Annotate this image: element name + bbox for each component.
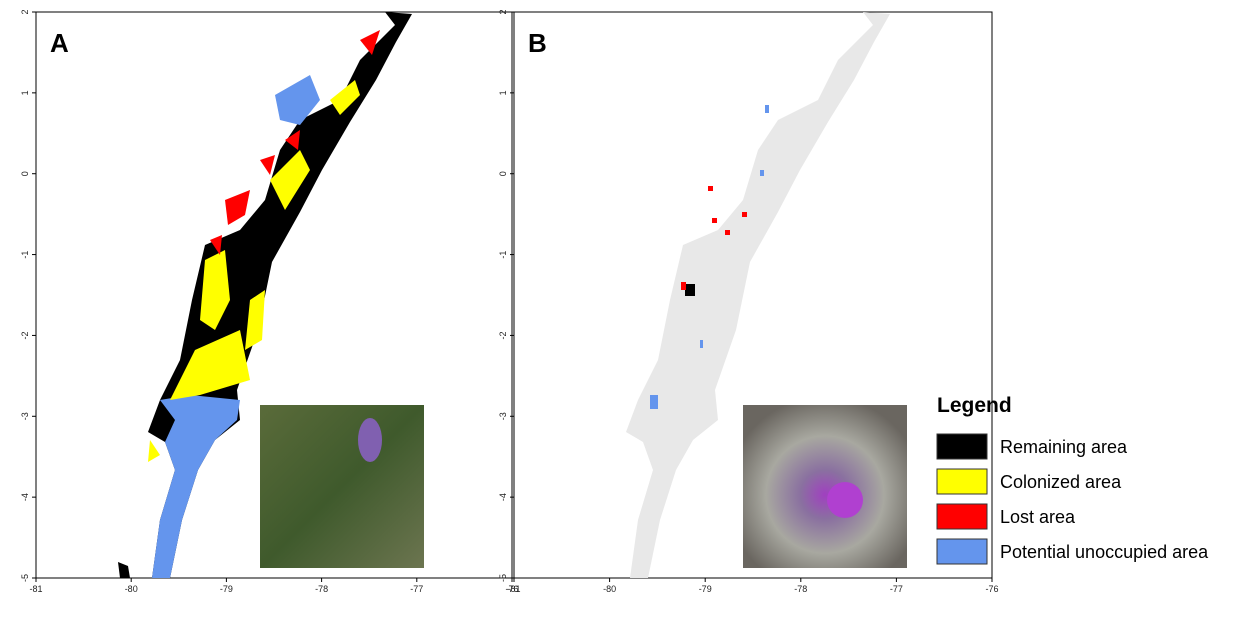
y-tick-label: -3 bbox=[20, 412, 30, 420]
y-tick-label: -5 bbox=[498, 574, 508, 582]
lost-area bbox=[725, 230, 730, 235]
inset-photo bbox=[260, 405, 424, 568]
y-tick-label: 0 bbox=[498, 171, 508, 176]
x-tick-label: -78 bbox=[315, 584, 328, 594]
y-tick-label: -5 bbox=[20, 574, 30, 582]
y-tick-label: -4 bbox=[498, 493, 508, 501]
lost-area bbox=[210, 235, 222, 255]
x-tick-label: -78 bbox=[794, 584, 807, 594]
colonized-area bbox=[330, 80, 360, 115]
unoccupied-area bbox=[650, 395, 658, 409]
x-tick-label: -76 bbox=[985, 584, 998, 594]
x-tick-label: -77 bbox=[410, 584, 423, 594]
lost-area bbox=[708, 186, 713, 191]
flower bbox=[827, 482, 863, 518]
x-tick-label: -79 bbox=[220, 584, 233, 594]
x-tick-label: -80 bbox=[603, 584, 616, 594]
legend-label: Colonized area bbox=[1000, 472, 1122, 492]
y-tick-label: -1 bbox=[20, 251, 30, 259]
legend-swatch bbox=[936, 468, 988, 495]
lost-area bbox=[285, 130, 300, 150]
inset-photo bbox=[743, 405, 907, 568]
x-tick-label: -81 bbox=[29, 584, 42, 594]
x-tick-label: -80 bbox=[125, 584, 138, 594]
legend-swatch bbox=[936, 538, 988, 565]
y-tick-label: 2 bbox=[498, 9, 508, 14]
map-panel: B -81 -80 -79 -78 -77 -76 2 1 0 -1 -2 -3 -4 -5 bbox=[498, 9, 999, 594]
lost-area bbox=[742, 212, 747, 217]
unoccupied-area bbox=[275, 75, 320, 125]
lost-area bbox=[712, 218, 717, 223]
range-area bbox=[626, 12, 890, 578]
unoccupied-area bbox=[765, 105, 769, 113]
legend-label: Potential unoccupied area bbox=[1000, 542, 1209, 562]
remaining-area bbox=[118, 562, 130, 578]
y-tick-label: -2 bbox=[20, 331, 30, 339]
colonized-area bbox=[245, 290, 265, 350]
remaining-area bbox=[685, 284, 695, 296]
legend-title: Legend bbox=[937, 394, 1012, 417]
panel-label: B bbox=[528, 28, 547, 58]
colonized-area bbox=[148, 440, 160, 462]
lost-area bbox=[225, 190, 250, 225]
panel-label: A bbox=[50, 28, 69, 58]
unoccupied-area bbox=[152, 395, 240, 578]
colonized-area bbox=[170, 330, 250, 400]
x-tick-label: -77 bbox=[890, 584, 903, 594]
y-tick-label: -4 bbox=[20, 493, 30, 501]
colonized-area bbox=[270, 150, 310, 210]
map-panel: A -81 -80 -79 -78 -77 -76 2 1 0 -1 -2 -3 -4 -5 bbox=[20, 9, 519, 594]
flower bbox=[358, 418, 382, 462]
y-tick-label: 1 bbox=[498, 90, 508, 95]
x-tick-label: -76 bbox=[505, 584, 518, 594]
legend-swatch bbox=[936, 433, 988, 460]
y-tick-label: 1 bbox=[20, 90, 30, 95]
y-tick-label: -3 bbox=[498, 412, 508, 420]
lost-area bbox=[681, 282, 686, 290]
y-tick-label: -1 bbox=[498, 251, 508, 259]
y-tick-label: -2 bbox=[498, 331, 508, 339]
y-tick-label: 0 bbox=[20, 171, 30, 176]
legend-label: Remaining area bbox=[1000, 437, 1128, 457]
legend-swatch bbox=[936, 503, 988, 530]
unoccupied-area bbox=[760, 170, 764, 176]
x-tick-label: -81 bbox=[507, 584, 520, 594]
lost-area bbox=[260, 155, 275, 175]
y-tick-label: 2 bbox=[20, 9, 30, 14]
unoccupied-area bbox=[700, 340, 703, 348]
legend: Legend Remaining area Colonized area Lost a… bbox=[936, 394, 1209, 565]
colonized-area bbox=[200, 250, 230, 330]
x-tick-label: -79 bbox=[699, 584, 712, 594]
lost-area bbox=[360, 30, 380, 55]
legend-label: Lost area bbox=[1000, 507, 1076, 527]
